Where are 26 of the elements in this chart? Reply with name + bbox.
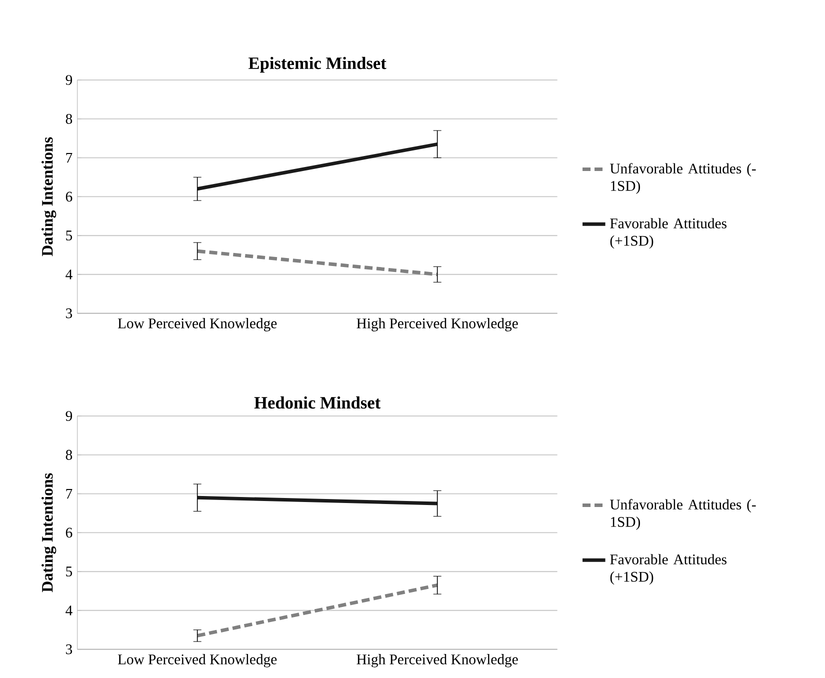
- y-tick-label: 3: [66, 308, 72, 318]
- y-tick-label: 3: [66, 644, 72, 654]
- x-tick-label: Low Perceived Knowledge: [118, 318, 277, 332]
- y-tick-label: 7: [66, 488, 72, 499]
- y-tick-label: 6: [66, 528, 72, 538]
- y-tick-label: 9: [66, 75, 72, 85]
- x-tick-label: Low Perceived Knowledge: [118, 654, 277, 668]
- chart-title: Epistemic Mindset: [248, 56, 386, 73]
- legend-label: Unfavorable Attitudes (-1SD): [610, 163, 756, 194]
- y-tick-label: 8: [66, 114, 72, 124]
- y-tick-label: 4: [66, 270, 72, 280]
- legend-label: Unfavorable Attitudes (-1SD): [610, 499, 756, 530]
- y-tick-label: 4: [66, 606, 72, 616]
- legend-label: Favorable Attitudes (+1SD): [610, 218, 726, 249]
- x-tick-label: High Perceived Knowledge: [356, 318, 518, 332]
- legend-label: Favorable Attitudes (+1SD): [610, 554, 726, 585]
- y-axis-title: Dating Intentions: [42, 137, 56, 256]
- y-tick-label: 6: [66, 192, 72, 202]
- y-tick-label: 7: [66, 152, 72, 163]
- x-tick-label: High Perceived Knowledge: [356, 654, 518, 668]
- y-tick-label: 9: [66, 411, 72, 421]
- chart-title: Hedonic Mindset: [254, 396, 381, 409]
- y-tick-label: 8: [66, 450, 72, 460]
- y-tick-label: 5: [66, 230, 72, 240]
- y-axis-title: Dating Intentions: [42, 473, 56, 592]
- y-tick-label: 5: [66, 566, 72, 576]
